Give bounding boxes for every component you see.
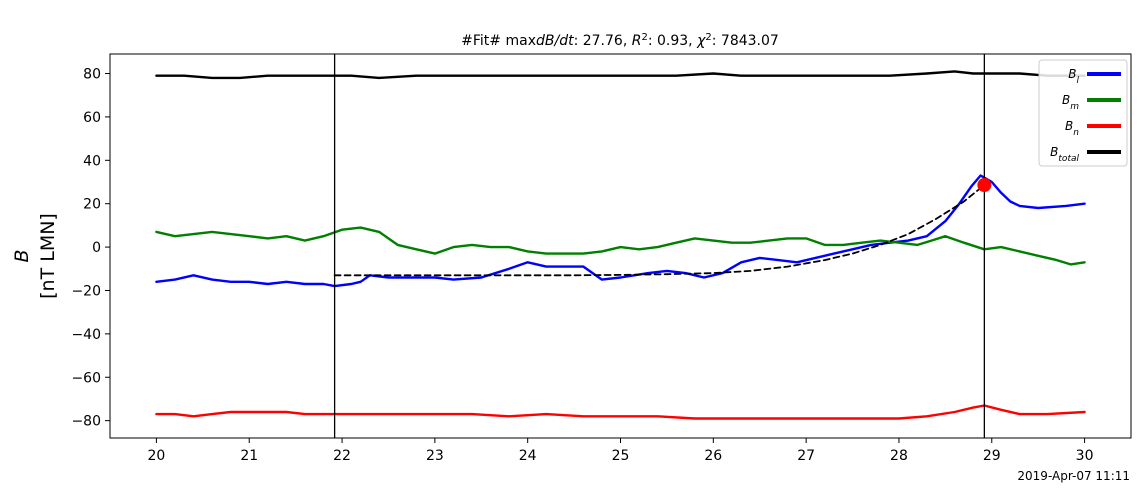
y-tick-label: −20	[71, 283, 101, 299]
title-prefix: #Fit# max	[461, 33, 536, 49]
y-axis-label-var: B	[11, 249, 33, 262]
x-tick-label: 26	[704, 448, 722, 464]
x-tick-label: 29	[983, 448, 1001, 464]
y-tick-label: 60	[83, 110, 101, 126]
legend-label-b-n: Bn	[1065, 119, 1079, 138]
legend-label-b-total: Btotal	[1050, 145, 1079, 164]
legend-label-b-l: Bl	[1068, 67, 1079, 86]
x-tick-label: 20	[147, 448, 165, 464]
x-tick-label: 30	[1076, 448, 1094, 464]
x-tick-label: 23	[426, 448, 444, 464]
y-tick-label: −60	[71, 370, 101, 386]
y-tick-label: 80	[83, 67, 101, 83]
y-axis-label-units: [nT LMN]	[37, 213, 59, 299]
series-line-b-m	[155, 226, 1086, 266]
fit-max-point	[977, 178, 992, 193]
x-tick-label: 24	[519, 448, 537, 464]
axes: 20 21 22 23 24 25 26 27 28 29 30 −80 −60 −40 −20 0 20 40 6…	[71, 53, 1132, 464]
y-tick-label: −80	[71, 414, 101, 430]
plot-area	[155, 54, 1086, 438]
title-r2: : 0.93,	[648, 33, 697, 49]
legend: Bl Bm Bn Btotal	[1038, 59, 1128, 167]
timestamp: 2019-Apr-07 11:11	[1017, 469, 1130, 483]
series-line-b-total	[155, 70, 1086, 80]
x-tick-label: 22	[333, 448, 351, 464]
series-line-fit	[333, 184, 986, 277]
legend-label-b-m: Bm	[1062, 93, 1079, 112]
chart-title: #Fit# maxdB/dt: 27.76, R2: 0.93, χ2: 784…	[461, 32, 779, 50]
y-tick-label: 0	[92, 240, 101, 256]
series-line-b-l	[155, 174, 1086, 288]
x-tick-label: 25	[612, 448, 630, 464]
title-max: : 27.76,	[574, 33, 632, 49]
x-tick-label: 27	[797, 448, 815, 464]
legend-box	[1038, 59, 1128, 167]
y-tick-label: 20	[83, 197, 101, 213]
y-tick-label: 40	[83, 153, 101, 169]
y-axis-label: B [nT LMN]	[11, 213, 59, 299]
title-chi-label: χ	[696, 33, 706, 49]
y-tick-label: −40	[71, 327, 101, 343]
title-r2-label: R	[632, 33, 642, 49]
series-line-b-n	[155, 404, 1086, 420]
x-tick-label: 21	[240, 448, 258, 464]
title-var: dB/dt	[536, 33, 574, 49]
title-chi: : 7843.07	[712, 33, 779, 49]
x-tick-label: 28	[890, 448, 908, 464]
